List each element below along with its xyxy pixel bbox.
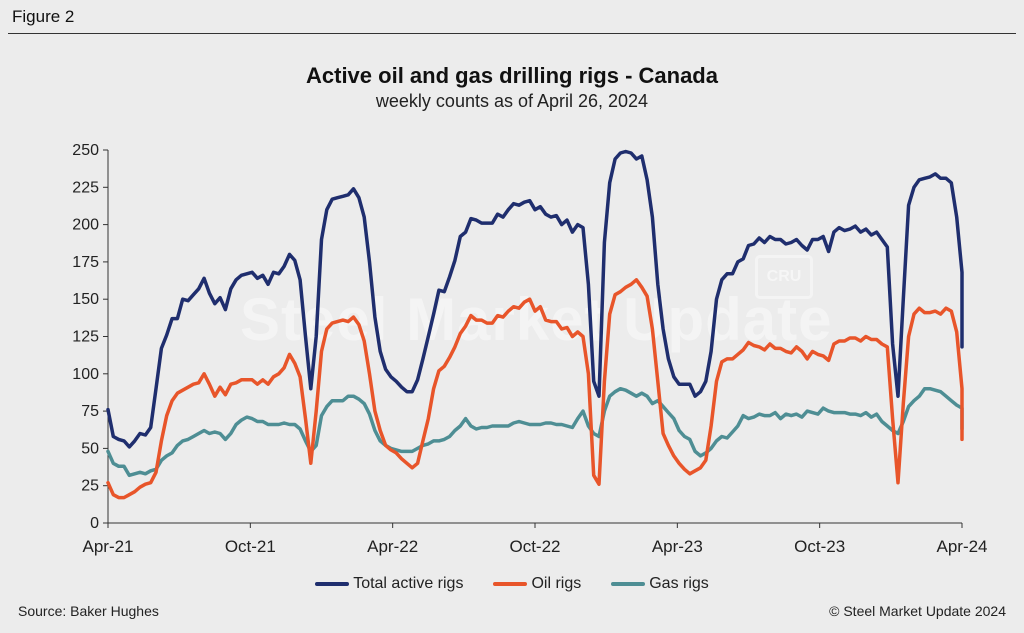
y-tick-label: 250 — [72, 142, 99, 159]
legend-label: Total active rigs — [353, 575, 464, 592]
y-tick-label: 75 — [81, 403, 99, 420]
x-axis: Apr-21 Oct-21 Apr-22 Oct-22 Apr-23 Oct-23 Apr-… — [82, 522, 988, 556]
x-tick-label: Oct-22 — [509, 537, 560, 556]
y-tick-label: 0 — [90, 515, 99, 532]
figure-label: Figure 2 — [12, 7, 75, 26]
y-tick-label: 100 — [72, 366, 99, 383]
x-tick-label: Oct-23 — [794, 537, 845, 556]
legend-label: Oil rigs — [531, 575, 582, 592]
series-line-total-active-rigs — [106, 149, 964, 449]
y-tick-label: 25 — [81, 478, 99, 495]
legend-item: Total active rigs — [315, 575, 463, 593]
y-axis: 0 25 50 75 100 125 150 175 200 225 250 — [72, 142, 109, 532]
legend-item: Gas rigs — [611, 575, 709, 593]
legend-swatch — [315, 582, 350, 586]
x-tick-label: Apr-23 — [652, 537, 703, 556]
copyright-note: © Steel Market Update 2024 — [829, 603, 1006, 619]
legend-item: Oil rigs — [493, 575, 581, 593]
series-lines — [106, 149, 964, 500]
chart-subtitle: weekly counts as of April 26, 2024 — [375, 91, 649, 111]
series-line-gas-rigs — [106, 386, 964, 478]
y-tick-label: 150 — [72, 291, 99, 308]
watermark-badge: CRU — [755, 255, 813, 299]
x-tick-label: Oct-21 — [225, 537, 276, 556]
y-tick-label: 200 — [72, 217, 99, 234]
x-tick-label: Apr-22 — [367, 537, 418, 556]
y-tick-label: 175 — [72, 254, 99, 271]
legend-label: Gas rigs — [649, 575, 709, 592]
y-tick-label: 125 — [72, 329, 99, 346]
source-note: Source: Baker Hughes — [18, 603, 159, 619]
legend-swatch — [493, 582, 528, 586]
series-line-oil-rigs — [106, 278, 964, 500]
legend: Total active rigs Oil rigs Gas rigs — [0, 575, 1024, 593]
top-divider — [8, 33, 1016, 34]
y-tick-label: 225 — [72, 179, 99, 196]
x-tick-label: Apr-24 — [936, 537, 987, 556]
y-tick-label: 50 — [81, 440, 99, 457]
chart-title: Active oil and gas drilling rigs - Canad… — [306, 63, 718, 88]
x-tick-label: Apr-21 — [82, 537, 133, 556]
legend-swatch — [611, 582, 646, 586]
